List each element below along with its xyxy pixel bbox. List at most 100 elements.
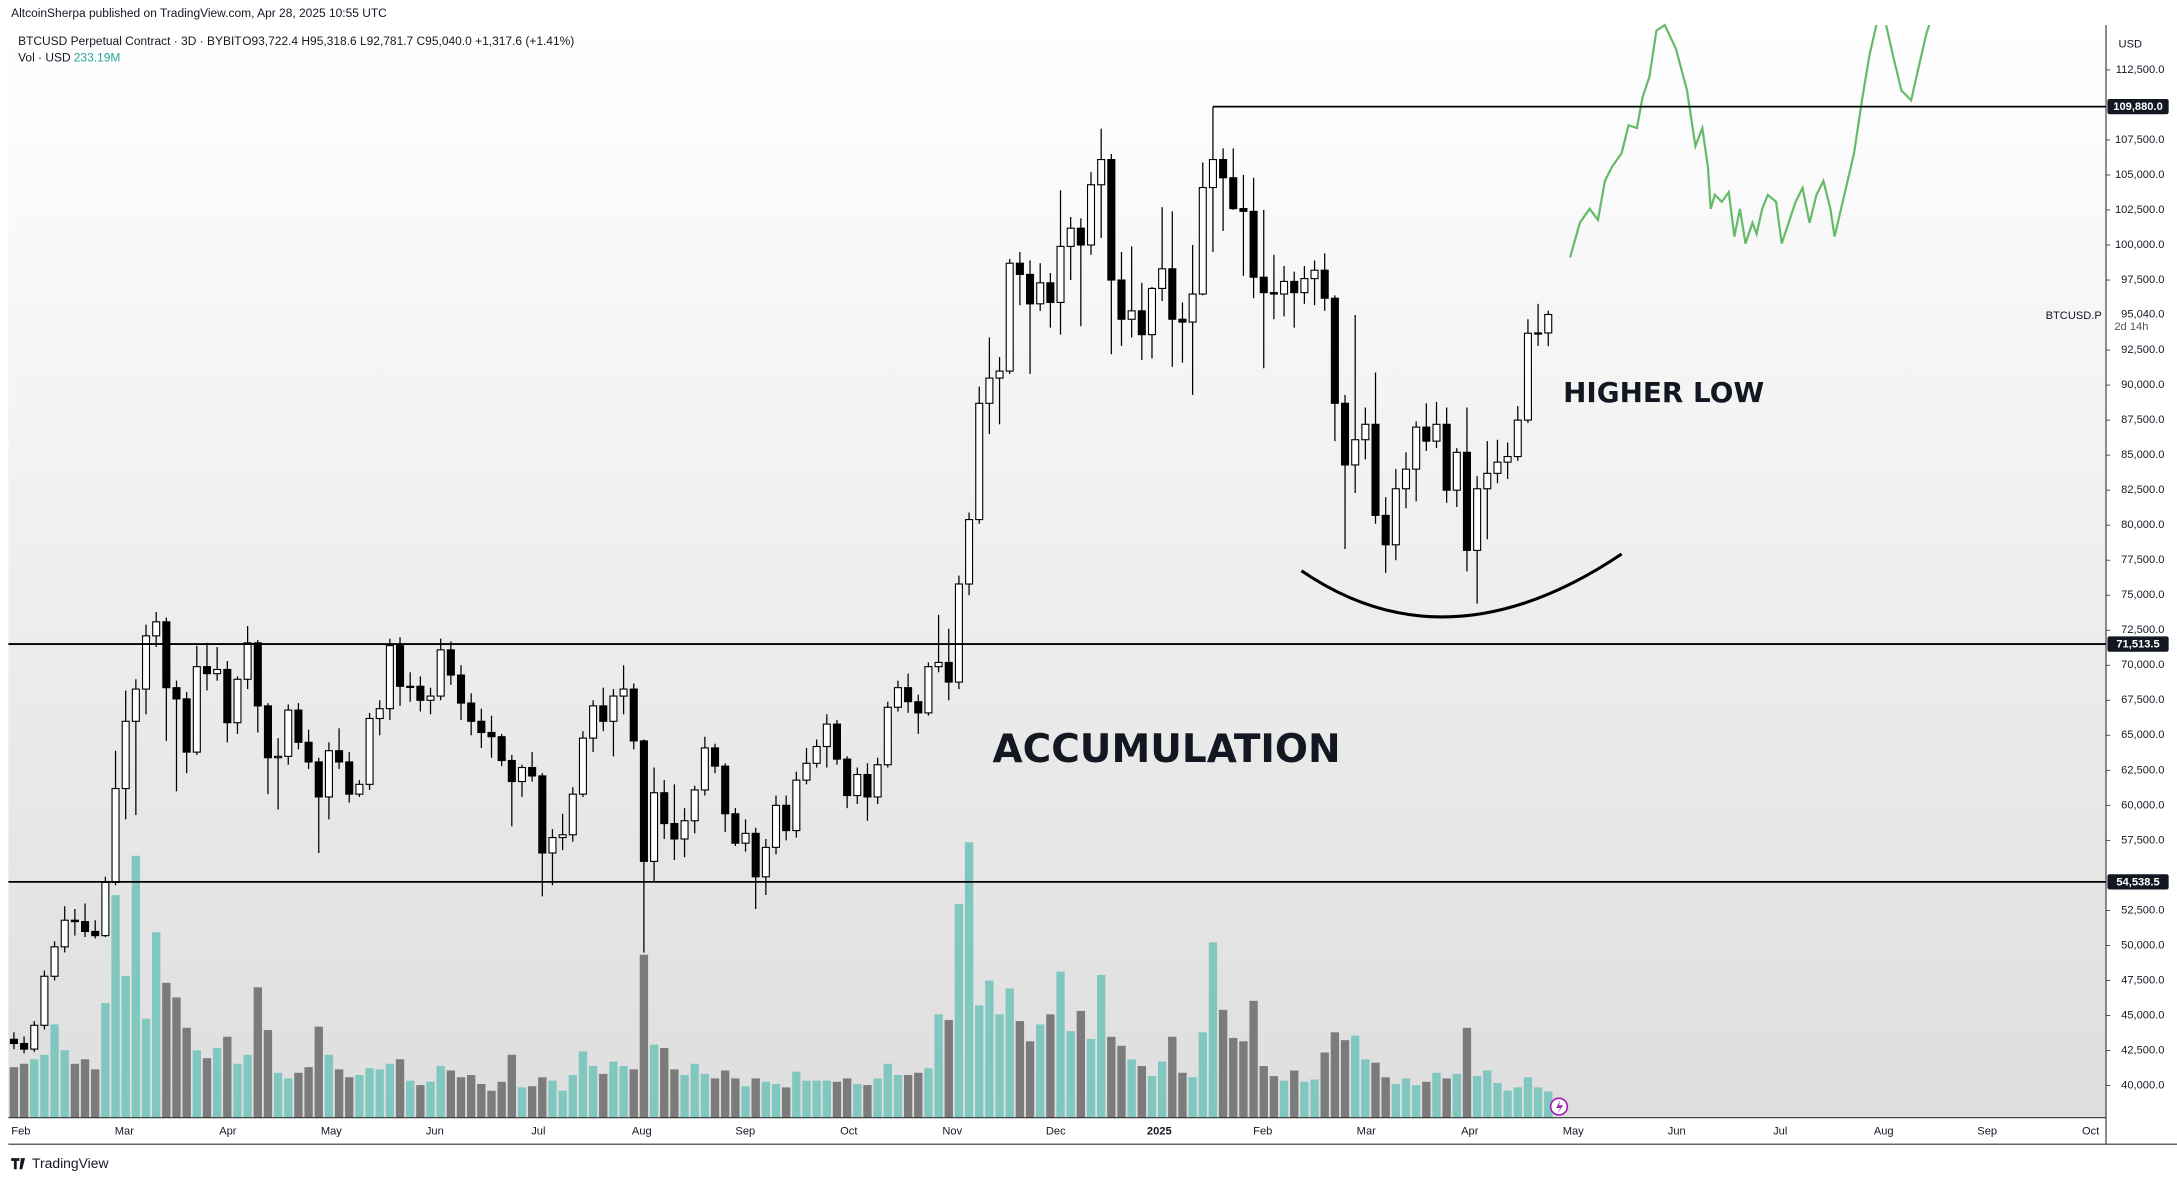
candle-body (1015, 262, 1024, 275)
x-tick-label: Jul (531, 1126, 545, 1138)
volume-bar (609, 1061, 618, 1118)
volume-bar (853, 1084, 862, 1118)
candle-body (1544, 313, 1553, 334)
candle-body (213, 668, 222, 675)
volume-bar (1076, 1010, 1086, 1118)
candle-body (1076, 227, 1085, 246)
y-tick-label: 57,500.0 (2121, 834, 2164, 846)
candle-body (680, 820, 689, 840)
volume-bar (355, 1075, 364, 1118)
volume-bar (1249, 1000, 1258, 1118)
candle-body (152, 621, 161, 637)
volume-bar (1157, 1061, 1167, 1118)
x-tick-label: Aug (632, 1126, 652, 1138)
candle-body (396, 645, 405, 687)
candle-body (1259, 276, 1268, 294)
volume-bar (304, 1067, 313, 1118)
candle-body (558, 834, 567, 839)
volume-bar (731, 1078, 740, 1118)
volume-bar (1320, 1052, 1329, 1118)
candle-body (873, 764, 882, 798)
volume-bar (284, 1078, 293, 1118)
volume-bar (934, 1014, 943, 1118)
volume-bar (182, 1027, 191, 1118)
volume-bar (893, 1075, 903, 1118)
candle-body (528, 766, 537, 777)
volume-bar (446, 1070, 456, 1118)
x-tick-label: Mar (115, 1126, 134, 1138)
volume-bar (243, 1054, 252, 1118)
y-tick-label: 100,000.0 (2115, 239, 2165, 251)
candle-body (1147, 287, 1157, 336)
candle-body (1310, 269, 1319, 280)
candle-body (1086, 184, 1096, 246)
volume-bar (466, 1075, 476, 1118)
volume-bar (619, 1066, 628, 1118)
candle-body (1158, 268, 1167, 289)
level-label-bg (2107, 874, 2169, 890)
volume-bar (1117, 1045, 1126, 1118)
candle-body (20, 1042, 29, 1050)
candle-body (1219, 158, 1228, 179)
candle-body (1361, 423, 1370, 441)
candle-body (914, 701, 923, 714)
volume-bar (588, 1066, 598, 1118)
candle-body (507, 759, 516, 783)
volume-bar (792, 1071, 801, 1118)
candle-body (1198, 187, 1207, 295)
candle-body (843, 758, 852, 797)
volume-bar (802, 1080, 811, 1118)
candle-body (1178, 318, 1187, 323)
x-tick-label: Mar (1357, 1126, 1376, 1138)
price-tag-value: 95,040.0 (2121, 308, 2164, 320)
volume-bar (1290, 1070, 1299, 1118)
volume-bar (1147, 1076, 1157, 1118)
candle-body (40, 975, 49, 1026)
volume-bar (527, 1086, 537, 1118)
candle-body (700, 747, 709, 791)
volume-bar (1493, 1082, 1502, 1118)
y-tick-label: 47,500.0 (2121, 974, 2164, 986)
candle-body (253, 642, 262, 707)
y-tick-label: 70,000.0 (2121, 659, 2164, 671)
candle-body (375, 708, 384, 720)
volume-value: 233.19M (74, 51, 121, 65)
volume-bar (507, 1054, 516, 1118)
volume-bar (385, 1063, 395, 1118)
candle-body (1340, 402, 1350, 466)
volume-bar (975, 1005, 984, 1118)
candle-body (477, 720, 486, 734)
y-tick-label: 45,000.0 (2121, 1009, 2164, 1021)
candle-body (660, 792, 669, 825)
level-label-bg (2107, 98, 2169, 115)
candle-body (385, 645, 394, 710)
x-tick-label: Aug (1874, 1126, 1894, 1138)
candle-body (141, 635, 151, 690)
candle-body (711, 747, 720, 767)
candle-body (1208, 158, 1217, 189)
volume-bar (538, 1077, 547, 1118)
volume-bar (1036, 1024, 1045, 1118)
volume-bar (263, 1030, 273, 1118)
volume-bar (649, 1044, 659, 1118)
candle-body (1513, 419, 1522, 458)
volume-bar (1229, 1037, 1238, 1118)
volume-bar (700, 1073, 710, 1118)
drawn-curve (1300, 552, 1623, 619)
volume-bar (741, 1086, 750, 1118)
x-tick-label: May (1563, 1126, 1584, 1138)
candle-body (670, 823, 679, 840)
candle-body (589, 705, 598, 739)
y-tick-label: 85,000.0 (2121, 449, 2164, 461)
candle-body (944, 661, 953, 683)
candle-body (975, 402, 984, 521)
x-tick-label: Apr (219, 1126, 237, 1138)
price-tag-symbol: BTCUSD.P (2046, 310, 2102, 322)
volume-bar (599, 1073, 608, 1118)
candle-body (1523, 332, 1532, 421)
y-tick-label: 87,500.0 (2121, 414, 2164, 426)
volume-bar (660, 1048, 669, 1118)
volume-bar (294, 1072, 303, 1118)
x-tick-label: May (321, 1126, 342, 1138)
candle-body (1036, 282, 1045, 305)
